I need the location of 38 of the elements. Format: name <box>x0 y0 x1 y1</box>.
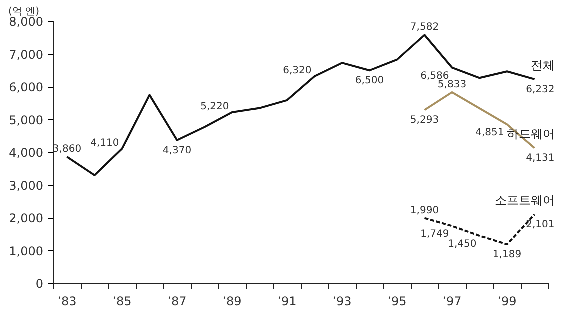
y-axis-title: (억 엔) <box>8 6 40 18</box>
data-label: 7,582 <box>410 22 440 34</box>
y-tick-label: 3,000 <box>9 178 44 193</box>
data-label: 1,189 <box>492 250 522 261</box>
x-tick-label: ’83 <box>58 294 77 308</box>
x-tick-label: ’89 <box>222 294 242 308</box>
x-tick-label: ’91 <box>278 294 297 308</box>
data-label: 1,749 <box>420 229 450 240</box>
x-tick-label: ’85 <box>112 294 132 308</box>
data-label: 6,500 <box>355 76 384 87</box>
data-label: 6,320 <box>283 66 312 77</box>
y-tick-label: 5,000 <box>9 113 44 128</box>
y-tick-label: 4,000 <box>9 146 44 160</box>
y-tick-label: 6,000 <box>9 80 44 94</box>
data-label: 5,293 <box>410 115 440 126</box>
data-label: 4,110 <box>90 138 120 149</box>
y-tick-label: 0 <box>36 277 44 291</box>
data-label: 1,450 <box>448 239 477 250</box>
y-tick-label: 1,000 <box>9 244 44 258</box>
data-label: 4,851 <box>476 128 504 139</box>
data-label: 5,220 <box>200 102 230 113</box>
x-tick-label: ’97 <box>442 294 462 308</box>
data-label: 2,101 <box>526 220 555 231</box>
data-label: 4,370 <box>162 145 192 156</box>
series-label: 전체 <box>530 58 555 72</box>
data-label: 5,833 <box>438 79 467 90</box>
y-tick-label: 2,000 <box>9 212 44 226</box>
data-label: 6,232 <box>526 84 555 96</box>
x-tick-label: ’95 <box>388 294 407 308</box>
x-tick-label: ’93 <box>332 294 352 308</box>
x-tick-label: ’99 <box>498 294 517 308</box>
x-tick-label: ’87 <box>168 294 187 308</box>
data-label: 4,131 <box>526 153 555 164</box>
data-label: 6,586 <box>420 70 450 82</box>
series-label: 소프트웨어 <box>494 194 555 208</box>
data-label: 1,990 <box>410 205 440 216</box>
y-tick-label: 7,000 <box>9 48 44 62</box>
y-tick-label: 8,000 <box>9 15 44 29</box>
